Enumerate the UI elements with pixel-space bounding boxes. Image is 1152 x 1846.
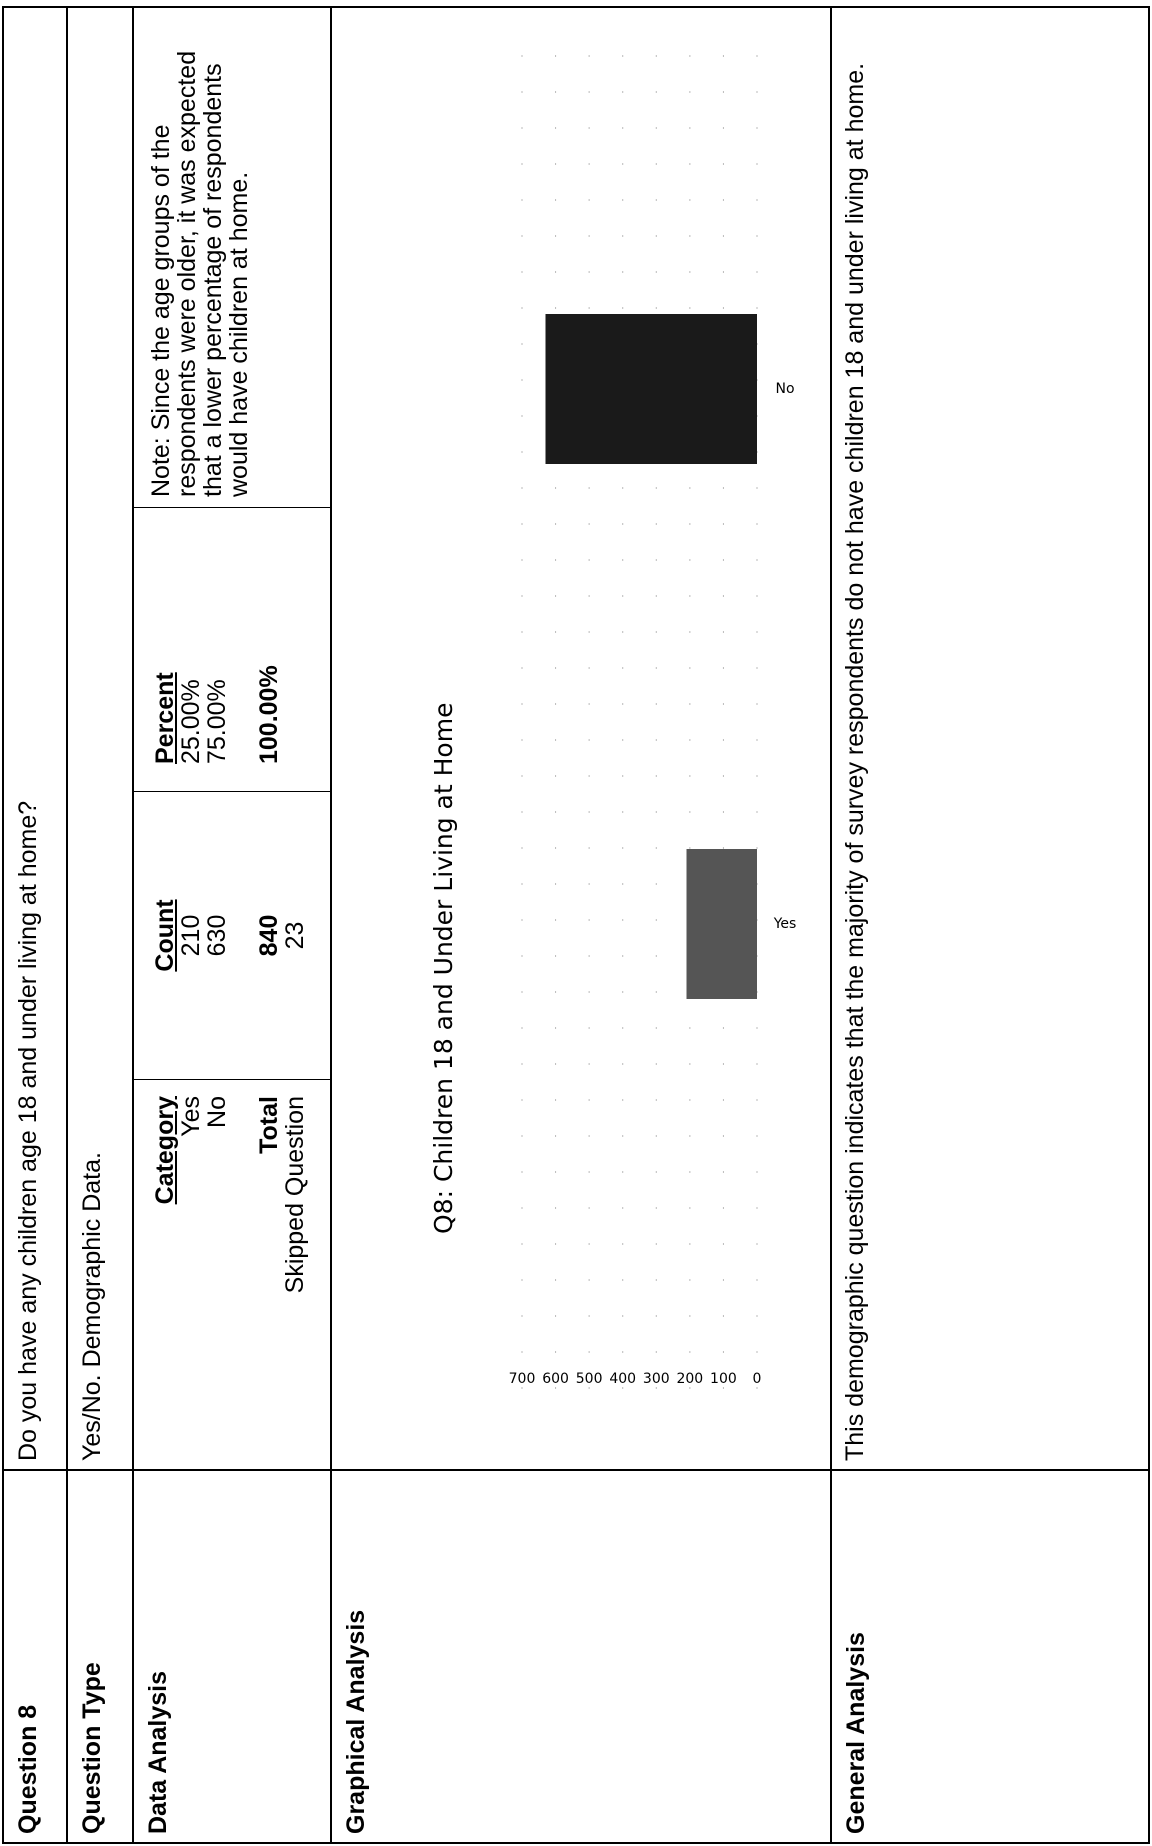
y-axis-ticks: 0 100 200 300 400 500 600 700: [509, 1371, 762, 1387]
graphical-analysis-row: Graphical Analysis Q8: Children 18 and U…: [331, 7, 831, 1843]
bar-no: [545, 314, 757, 464]
bar-yes: [686, 849, 757, 999]
y-tick-label: 200: [676, 1371, 703, 1387]
x-axis-categories: Yes No: [773, 381, 797, 932]
data-analysis-label: Data Analysis: [133, 1470, 331, 1843]
bar-chart: Q8: Children 18 and Under Living at Home…: [429, 49, 797, 1389]
chart-bars: [545, 314, 757, 999]
general-analysis-cell: This demographic question indicates that…: [831, 7, 1149, 1470]
percent-total: 100.00%: [255, 665, 283, 764]
category-yes: Yes: [177, 1096, 205, 1137]
graphical-analysis-label: Graphical Analysis: [331, 1470, 831, 1843]
general-analysis-label: General Analysis: [831, 1470, 1149, 1843]
question-row: Question 8 Do you have any children age …: [3, 7, 67, 1843]
percent-column: Percent 25.00% 75.00% 100.00%: [134, 507, 330, 792]
category-column: Category Yes No Total Skipped Question: [134, 1079, 330, 1469]
category-skipped: Skipped Question: [281, 1096, 309, 1294]
category-header: Category: [151, 1096, 179, 1205]
count-yes: 210: [177, 914, 205, 957]
data-analysis-row: Data Analysis Category Yes No Total Skip…: [133, 7, 331, 1843]
graph-cell: Q8: Children 18 and Under Living at Home…: [331, 7, 831, 1470]
question-table: Question 8 Do you have any children age …: [2, 6, 1150, 1844]
chart-title: Q8: Children 18 and Under Living at Home: [429, 703, 458, 1234]
category-total: Total: [255, 1096, 283, 1154]
question-type-row: Question Type Yes/No. Demographic Data.: [67, 7, 133, 1843]
category-no: No: [203, 1096, 231, 1128]
y-tick-label: 100: [710, 1371, 737, 1387]
y-tick-label: 600: [542, 1371, 569, 1387]
y-tick-label: 500: [576, 1371, 603, 1387]
percent-yes: 25.00%: [177, 679, 205, 764]
count-column: Count 210 630 840 23: [134, 791, 330, 1079]
count-no: 630: [203, 914, 231, 957]
question-type-label: Question Type: [67, 1470, 133, 1843]
analysis-note: Note: Since the age groups of the respon…: [147, 50, 253, 497]
x-category-label: Yes: [773, 916, 797, 932]
y-tick-label: 400: [609, 1371, 636, 1387]
x-category-label: No: [775, 381, 794, 397]
general-analysis-text: This demographic question indicates that…: [841, 62, 869, 1461]
general-analysis-row: General Analysis This demographic questi…: [831, 7, 1149, 1843]
question-label: Question 8: [3, 1470, 67, 1843]
percent-no: 75.00%: [203, 679, 231, 764]
count-total: 840: [255, 914, 283, 957]
y-tick-label: 700: [509, 1371, 536, 1387]
data-analysis-cell: Category Yes No Total Skipped Question C…: [133, 7, 331, 1470]
y-tick-label: 300: [643, 1371, 670, 1387]
question-type-text: Yes/No. Demographic Data.: [67, 7, 133, 1470]
chart-gridlines: [521, 49, 758, 1389]
count-skipped: 23: [281, 921, 309, 950]
y-tick-label: 0: [753, 1371, 762, 1387]
question-text: Do you have any children age 18 and unde…: [3, 7, 67, 1470]
count-header: Count: [151, 899, 179, 972]
percent-header: Percent: [151, 672, 179, 764]
